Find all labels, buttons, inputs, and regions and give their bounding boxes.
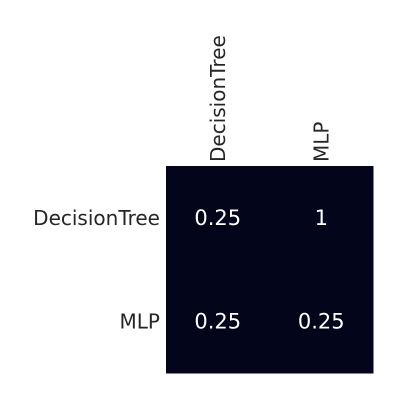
heatmap-cell-labels: 0.25 1 0.25 0.25	[194, 206, 344, 334]
heatmap-cell-label-r1-c0: 0.25	[194, 309, 241, 333]
heatmap-cell-r0-c0	[166, 166, 270, 270]
y-tick-label-1: MLP	[120, 309, 160, 333]
heatmap-cells	[166, 166, 374, 374]
x-tick-label-0: DecisionTree	[206, 35, 230, 162]
heatmap-cell-label-r0-c1: 1	[315, 206, 328, 230]
x-tick-labels: DecisionTree MLP	[206, 35, 334, 162]
y-tick-label-0: DecisionTree	[33, 206, 160, 230]
heatmap-cell-label-r1-c1: 0.25	[298, 309, 345, 333]
x-tick-label-1: MLP	[309, 122, 333, 162]
heatmap-cell-r1-c0	[166, 269, 270, 374]
heatmap-cell-label-r0-c0: 0.25	[194, 206, 241, 230]
heatmap-cell-r0-c1	[269, 166, 374, 270]
y-tick-labels: DecisionTree MLP	[33, 206, 160, 334]
heatmap-cell-r1-c1	[269, 269, 374, 374]
